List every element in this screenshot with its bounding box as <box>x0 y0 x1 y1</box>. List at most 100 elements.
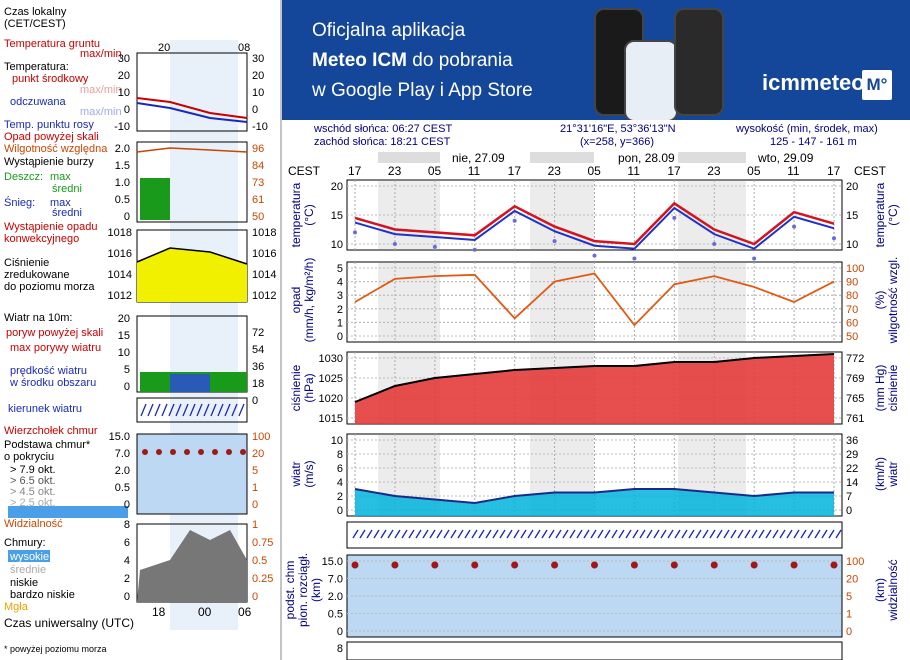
legend-cloud-area <box>137 530 247 602</box>
legend-winddir-panel <box>136 397 248 423</box>
legend-pressure-line <box>136 247 248 265</box>
dew-point <box>632 256 637 261</box>
pressure-tick: 1015 <box>319 413 343 425</box>
banner-app-name: Meteo ICM <box>312 50 407 71</box>
wind-arrow <box>534 529 541 539</box>
legend-cloud-tick-right: 1 <box>252 519 258 531</box>
banner-line2-rest: do pobrania <box>407 50 513 71</box>
wind-arrow <box>793 529 800 539</box>
legend-wind-arrow <box>147 403 154 417</box>
legend-cloud-dot <box>170 449 176 455</box>
legend-temp-tick-right: 0 <box>252 104 258 116</box>
axis-label: (°C) <box>886 204 900 225</box>
wind-arrow <box>688 529 695 539</box>
wind-tick: 4 <box>337 477 343 489</box>
temp-tick: 15 <box>331 210 343 222</box>
humidity-tick: 90 <box>846 277 858 289</box>
local-hour: 20 <box>158 42 170 54</box>
legend-opad-pow: Opad powyżej skali <box>4 131 99 143</box>
wind-arrow <box>366 529 373 539</box>
wind-arrow <box>436 529 443 539</box>
visibility-tick: 0 <box>846 626 852 638</box>
legend-cloud-dot <box>212 449 218 455</box>
apparent-temp-line <box>354 206 835 250</box>
local-hour: 08 <box>238 42 250 54</box>
legend-precip-tick: 1.0 <box>115 177 130 189</box>
precip-tick: 3 <box>337 290 343 302</box>
legend-max-min: max/min <box>80 84 122 96</box>
wind-arrow <box>758 529 765 539</box>
precip-panel <box>346 261 843 343</box>
axis-label: wiatr <box>289 461 303 487</box>
legend-wind-arrow <box>203 403 210 417</box>
legend-kierunek: kierunek wiatru <box>8 403 82 415</box>
hour-tick: 17 <box>667 164 681 178</box>
legend-cb-tick: 2.0 <box>115 465 130 477</box>
wind-tick: 2 <box>337 491 343 503</box>
hour-tick: 11 <box>627 164 640 178</box>
legend-pressure-tick: 1012 <box>108 290 132 302</box>
night-shade <box>378 435 440 515</box>
cloud-tick: 0 <box>337 626 343 638</box>
cloud-tick: 0.5 <box>328 609 343 621</box>
axis-label: podst. chm <box>283 561 297 620</box>
hour-tick: 05 <box>588 164 602 178</box>
wind-arrow <box>702 529 709 539</box>
hour-tick: 23 <box>388 164 402 178</box>
cloud-tick: 15.0 <box>322 556 343 568</box>
precip-tick: 1 <box>337 317 343 329</box>
legend-deszcz: Deszcz: <box>4 171 43 183</box>
promo-banner[interactable]: Oficjalna aplikacja Meteo ICM do pobrani… <box>282 0 910 120</box>
humidity-tick: 60 <box>846 317 858 329</box>
wind-arrow <box>485 529 492 539</box>
wind-panel <box>346 433 843 517</box>
legend-pressure-area <box>137 248 247 302</box>
day-label: pon, 28.09 <box>618 151 675 165</box>
legend-deszcz-max: max <box>50 171 71 183</box>
dew-point <box>672 215 677 220</box>
cloud-top-dot <box>551 561 559 569</box>
wind-arrow <box>730 529 737 539</box>
wind-arrow <box>709 529 716 539</box>
humidity-axis-label: (%) wilgotność wzgl. <box>873 257 900 345</box>
height-label: wysokość (min, środek, max) <box>736 123 878 135</box>
legend-temp-tick: 20 <box>118 70 130 82</box>
legend-pressure-tick-right: 1016 <box>252 248 276 260</box>
dew-point <box>552 239 557 244</box>
wind-kmh-tick: 22 <box>846 463 858 475</box>
hour-tick: 11 <box>468 164 481 178</box>
wind-arrow <box>590 529 597 539</box>
legend-wind-tick-right: 72 <box>252 327 264 339</box>
legend-opad-konw: Wystąpienie opadu konwekcyjnego <box>4 221 97 245</box>
pressure-mmhg-axis-label: (mm Hg) ciśnienie <box>873 364 900 411</box>
legend-cb-tick-right: 20 <box>252 448 264 460</box>
hour-tick: 17 <box>827 164 841 178</box>
legend-wilg: Wilgotność względna <box>4 143 108 155</box>
legend-cloud-dot <box>156 449 162 455</box>
axis-label: (%) <box>873 291 887 310</box>
legend-bardzo-niskie: bardzo niskie <box>10 589 75 601</box>
legend-precip-tick: 0 <box>124 211 130 223</box>
legend-wind-arrow <box>231 403 238 417</box>
wind-arrow <box>422 529 429 539</box>
wind-arrow <box>772 529 779 539</box>
wind-arrow <box>520 529 527 539</box>
wind-arrow <box>471 529 478 539</box>
legend-wysokie-highlight <box>8 550 50 562</box>
banner-line2: Meteo ICM do pobrania <box>312 50 513 72</box>
wind-arrow <box>380 529 387 539</box>
legend-punkt-srodkowy: punkt środkowy <box>12 73 89 85</box>
wind-arrow <box>401 529 408 539</box>
legend-wind-arrow <box>140 403 147 417</box>
wind-arrow <box>492 529 499 539</box>
hour-tick: 05 <box>428 164 442 178</box>
humidity-line <box>354 272 835 327</box>
wind-axis-label: wiatr (m/s) <box>289 460 316 487</box>
legend-wind-tick: 5 <box>124 364 130 376</box>
axis-label: temperatura <box>289 182 303 247</box>
wind-arrow <box>737 529 744 539</box>
legend-humidity-tick: 61 <box>252 194 264 206</box>
dew-point <box>432 244 437 249</box>
legend-snieg: Śnieg: <box>4 196 35 209</box>
hour-tick: 23 <box>548 164 562 178</box>
